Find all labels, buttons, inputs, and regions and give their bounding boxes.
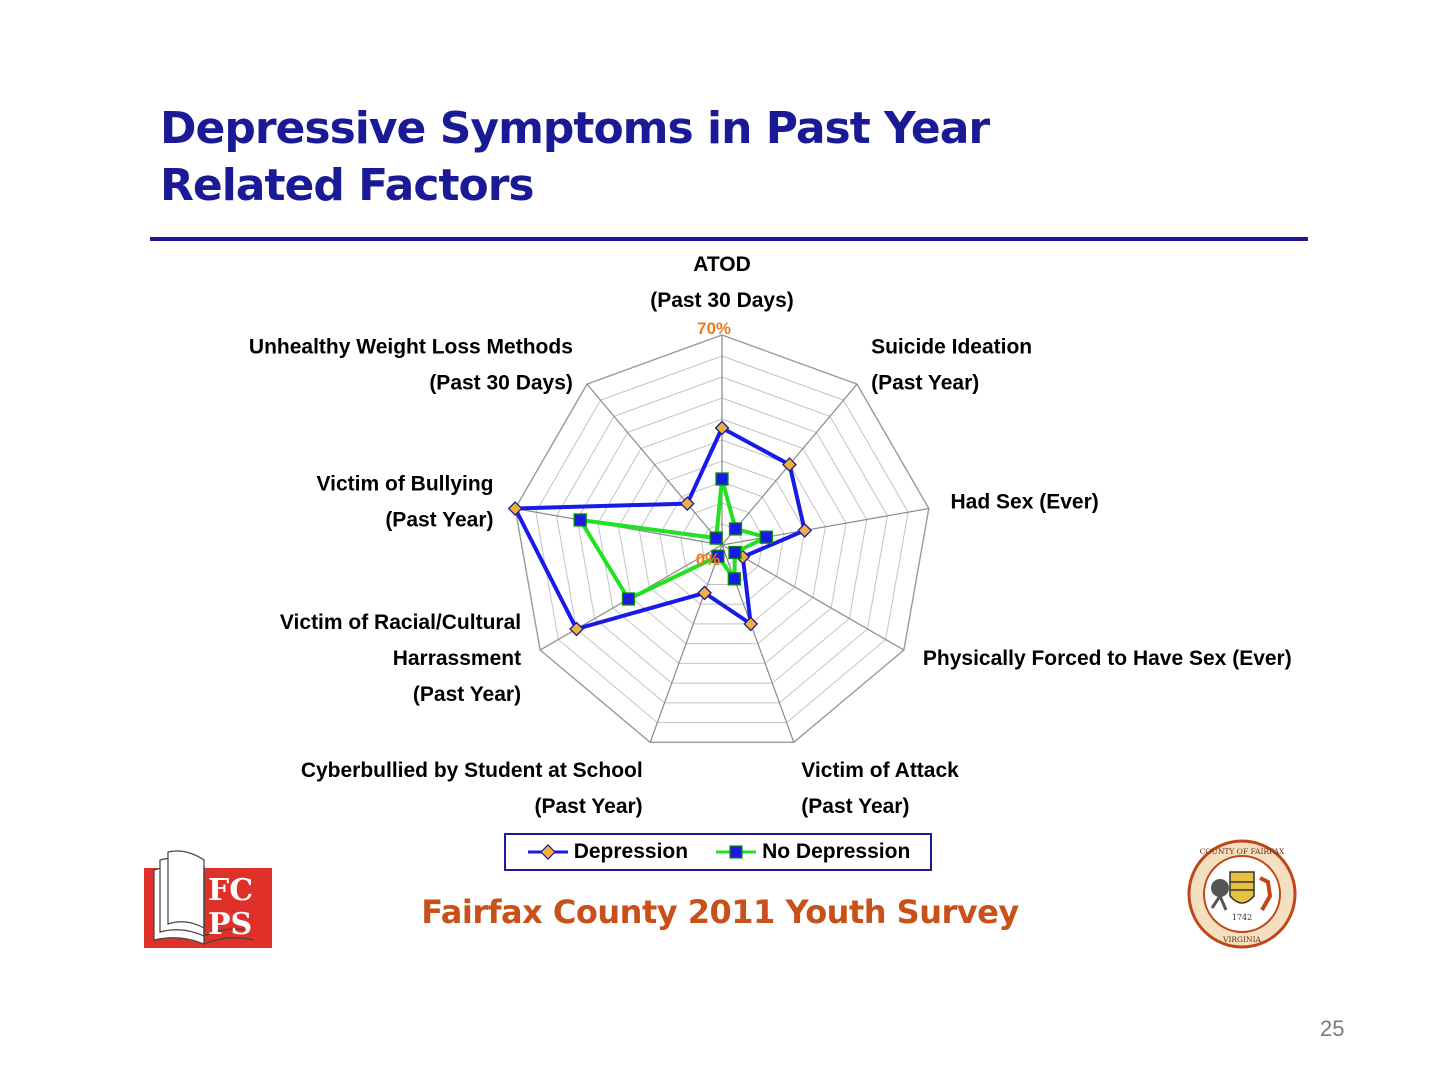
axis-label: Unhealthy Weight Loss Methods (Past 30 Da… [249,335,573,394]
axis-label-line: Victim of Attack [801,759,959,782]
axis-spoke [586,383,723,546]
depression-series-line [513,426,807,631]
svg-text:PS: PS [208,907,252,942]
county-seal-logo: 1742 COUNTY OF FAIRFAX VIRGINIA [1187,839,1297,949]
axis-spoke [649,544,723,743]
slide-title-line-2: Related Factors [160,160,535,211]
axis-spoke [721,507,929,546]
axis-label: Had Sex (Ever) [951,491,1099,514]
no-depression-data-point [728,522,743,536]
depression-legend-marker [527,844,568,860]
depression-data-point [782,457,797,472]
axis-label-line: (Past 30 Days) [650,289,794,312]
no-depression-data-point [711,549,725,563]
axis-label: Physically Forced to Have Sex (Ever) [923,647,1292,670]
legend-item-depression: Depression [526,840,688,864]
axis-label-line: Unhealthy Weight Loss Methods [249,335,573,358]
depression-data-point [569,621,584,637]
axis-label: Victim of Bullying (Past Year) [317,473,494,532]
axis-label: Suicide Ideation (Past Year) [871,335,1032,394]
axis-label: Victim of Racial/Cultural Harrassment (Pas… [280,611,521,706]
axis-label-line: Victim of Bullying [317,473,494,496]
axis-label-line: (Past Year) [801,795,909,818]
chart-legend: Depression No Depression [504,833,932,871]
grid-ring [618,439,826,645]
depression-data-point [797,522,813,538]
no-depression-data-point [727,572,741,586]
axis-label-line: Physically Forced to Have Sex (Ever) [923,647,1292,670]
data-series [507,420,813,637]
depression-data-point [714,420,730,436]
grid-ring [597,418,847,664]
legend-label-depression: Depression [573,840,689,863]
axis-label-line: (Past 30 Days) [429,371,573,394]
axis-label-line: Suicide Ideation [871,335,1032,358]
scale-min-label: 0% [696,550,721,569]
fcps-logo: FC PS [144,850,272,948]
radar-chart: ATOD (Past 30 Days) Suicide Ideation (Past … [249,253,1292,818]
svg-text:FC: FC [208,873,253,908]
page-number: 25 [1320,1016,1345,1041]
axis-label-line: Had Sex (Ever) [951,491,1099,514]
svg-text:VIRGINIA: VIRGINIA [1222,935,1262,944]
svg-text:1742: 1742 [1232,913,1252,922]
depression-data-point [743,616,759,632]
depression-data-point [679,496,695,512]
title-divider [150,237,1308,241]
axis-label-line: Victim of Racial/Cultural [280,611,521,634]
survey-footer-title: Fairfax County 2011 Youth Survey [421,893,1019,931]
svg-text:COUNTY OF FAIRFAX: COUNTY OF FAIRFAX [1200,847,1285,856]
no-depression-data-point [709,531,723,545]
legend-label-no-depression: No Depression [762,840,911,863]
axis-label-line: ATOD [693,253,751,276]
no-depression-data-point [715,472,729,486]
grid-ring [576,397,868,684]
depression-data-point [697,585,712,601]
no-depression-series-line [578,477,769,601]
scale-max-label: 70% [697,319,731,338]
axis-label-line: Harrassment [393,647,521,670]
grid-ring [514,334,930,744]
grid-ring [535,355,909,724]
axis-spoke [721,544,905,651]
no-depression-data-point [728,545,742,560]
no-depression-legend-marker [716,845,757,859]
no-depression-data-point [573,513,587,527]
slide-title: Depressive Symptoms in Past Year Related… [160,100,990,214]
axis-label-line: (Past Year) [871,371,979,394]
axis-labels: ATOD (Past 30 Days) Suicide Ideation (Past … [249,253,1292,818]
axis-label: ATOD (Past 30 Days) [650,253,794,312]
axis-label: Victim of Attack (Past Year) [801,759,959,818]
depression-data-point [507,501,523,516]
grid-ring [556,376,888,704]
legend-item-no-depression: No Depression [714,840,910,864]
axis-label-line: (Past Year) [385,509,493,532]
slide-title-line-1: Depressive Symptoms in Past Year [160,103,990,154]
axis-label-line: Cyberbullied by Student at School [301,759,643,782]
grid-ring [680,502,764,585]
no-depression-data-point [621,592,636,606]
no-depression-data-point [759,530,773,544]
axis-label: Cyberbullied by Student at School (Past Y… [301,759,643,818]
axis-label-line: (Past Year) [535,795,643,818]
axis-label-line: (Past Year) [413,683,521,706]
